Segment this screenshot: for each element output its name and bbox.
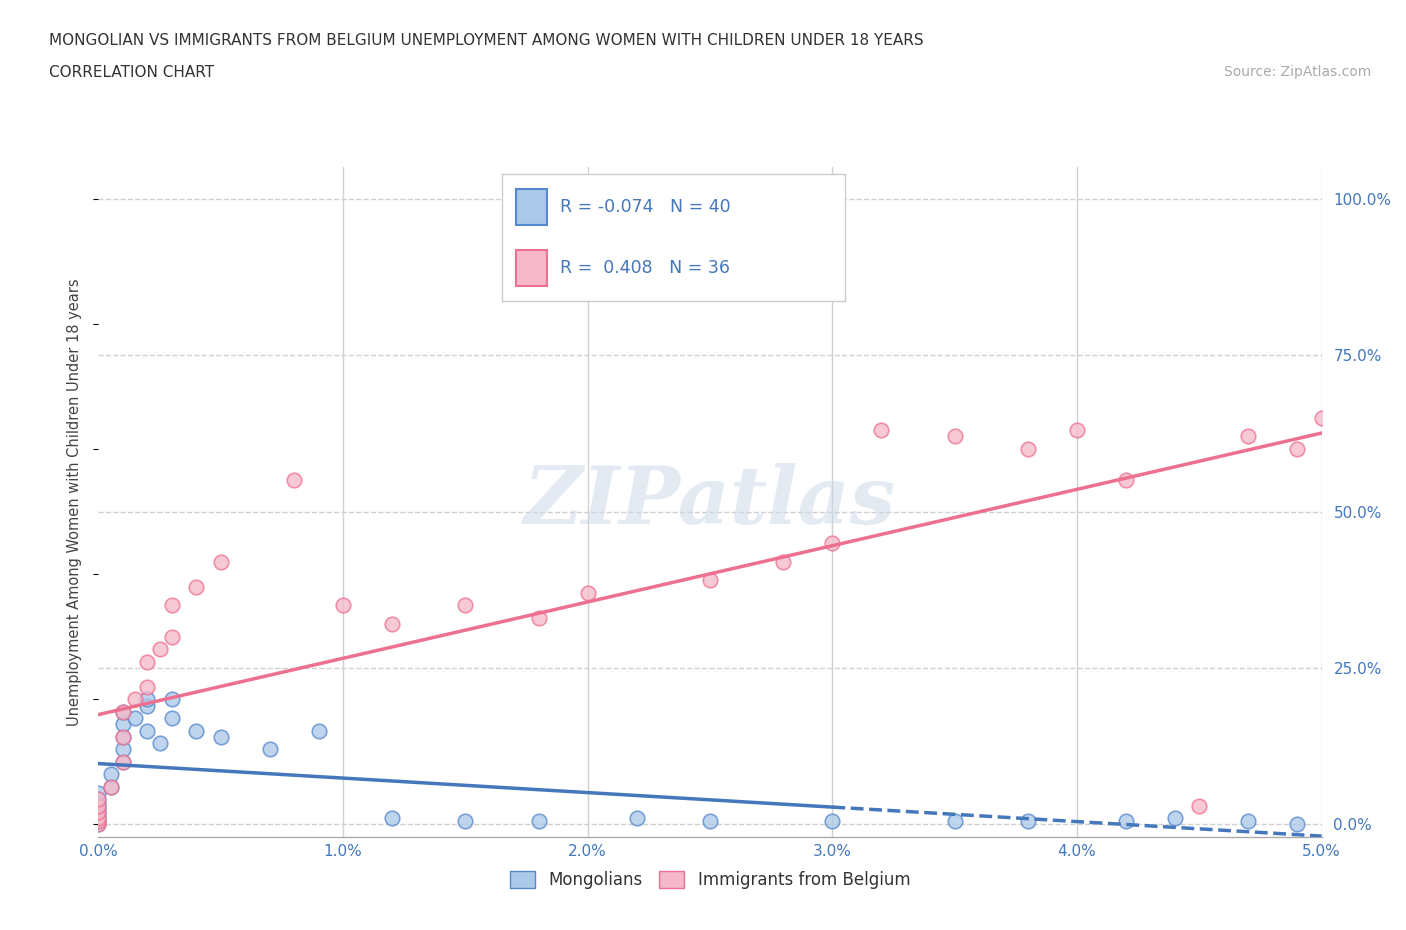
Point [943,814,966,829]
Point [111,704,134,719]
Point [87,804,110,819]
Point [87,817,110,832]
Point [87,817,110,832]
Point [149,642,172,657]
Point [100,779,122,794]
Point [136,655,159,670]
Point [149,736,172,751]
Point [87,807,110,822]
Point [821,536,844,551]
Point [87,814,110,829]
Point [100,767,122,782]
Point [111,717,134,732]
Point [821,814,844,829]
Point [111,754,134,769]
Point [209,729,232,744]
Point [1017,814,1039,829]
Point [160,630,183,644]
Point [527,814,550,829]
Point [160,598,183,613]
Point [308,724,330,738]
Point [1066,423,1088,438]
Point [209,554,232,569]
Point [259,742,281,757]
Point [699,814,721,829]
Point [1115,472,1137,487]
Point [111,742,134,757]
Point [124,711,146,725]
Point [136,692,159,707]
Point [111,729,134,744]
Point [136,698,159,713]
Point [1310,410,1333,425]
Point [1237,814,1260,829]
Point [332,598,354,613]
Point [111,729,134,744]
Point [100,779,122,794]
Point [1237,429,1260,444]
Point [454,814,477,829]
Text: MONGOLIAN VS IMMIGRANTS FROM BELGIUM UNEMPLOYMENT AMONG WOMEN WITH CHILDREN UNDE: MONGOLIAN VS IMMIGRANTS FROM BELGIUM UNE… [49,33,924,47]
Point [87,792,110,807]
Point [381,811,404,826]
Point [87,802,110,817]
Point [1164,811,1187,826]
Point [111,754,134,769]
Point [87,786,110,801]
Point [1286,817,1309,832]
Point [870,423,893,438]
Point [136,724,159,738]
Point [527,610,550,625]
Point [186,724,208,738]
Point [111,704,134,719]
Text: CORRELATION CHART: CORRELATION CHART [49,65,214,80]
Point [87,804,110,819]
Point [136,680,159,695]
Point [943,429,966,444]
Legend: Mongolians, Immigrants from Belgium: Mongolians, Immigrants from Belgium [503,864,917,896]
Point [1017,442,1039,457]
Point [160,711,183,725]
Point [381,617,404,631]
Point [124,692,146,707]
Point [87,792,110,807]
Text: ZIPatlas: ZIPatlas [524,463,896,541]
Point [87,811,110,826]
Point [576,586,599,601]
Point [626,811,648,826]
Point [1286,442,1309,457]
Text: Source: ZipAtlas.com: Source: ZipAtlas.com [1223,65,1371,79]
Point [160,692,183,707]
Point [283,472,305,487]
Point [87,798,110,813]
Point [87,795,110,810]
Point [87,811,110,826]
Point [772,554,794,569]
Point [87,814,110,829]
Point [1115,814,1137,829]
Point [454,598,477,613]
Point [87,798,110,813]
Point [1188,798,1211,813]
Y-axis label: Unemployment Among Women with Children Under 18 years: Unemployment Among Women with Children U… [67,278,83,726]
Point [699,573,721,588]
Point [186,579,208,594]
